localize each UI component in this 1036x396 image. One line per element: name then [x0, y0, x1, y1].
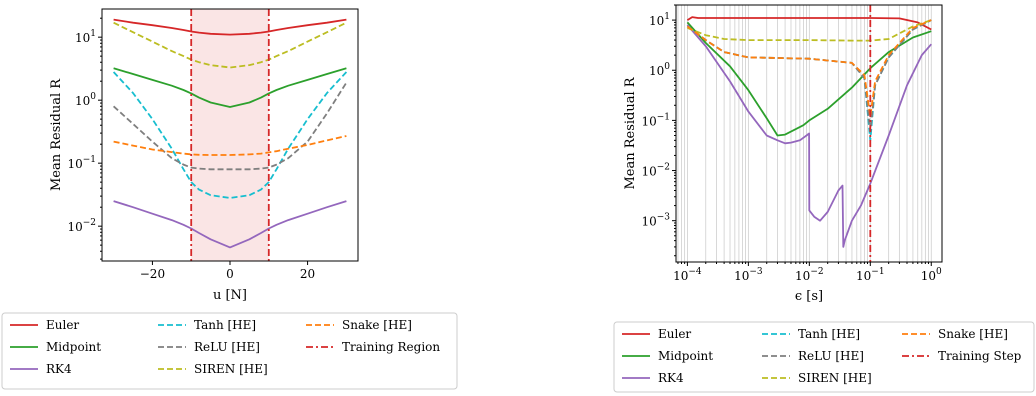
y-tick-label-base: 10: [75, 31, 90, 45]
x-tick-label-base: 10: [673, 269, 688, 283]
x-tick-label: −20: [140, 267, 165, 281]
x-tick-label-exponent: −1: [871, 267, 884, 277]
legend-label: Training Region: [342, 340, 440, 354]
training-region-shade: [191, 9, 269, 261]
legend-label: ReLU [HE]: [194, 340, 260, 354]
y-tick-label: 10−1: [67, 155, 96, 171]
legend-box: [613, 321, 1035, 393]
legend-label: Euler: [46, 318, 79, 332]
x-tick-label-exponent: −2: [810, 267, 823, 277]
series-line-midpoint: [686, 21, 932, 137]
x-tick-label: 10−4: [673, 267, 702, 283]
y-axis-label: Mean Residual R: [49, 78, 64, 191]
y-axis-label: Mean Residual R: [623, 76, 638, 189]
x-axis-label: u [N]: [213, 288, 247, 303]
legend-label: Midpoint: [658, 349, 713, 363]
legend-box: [1, 312, 458, 390]
series-line-siren-he: [113, 21, 347, 69]
grid: [677, 5, 932, 262]
series-line-snake-he: [113, 135, 347, 156]
series-line-midpoint: [113, 67, 347, 108]
legend-label: Euler: [658, 327, 691, 341]
legend-label: Snake [HE]: [938, 327, 1008, 341]
series-line-snake-he: [686, 19, 932, 118]
y-tick-label-base: 10: [67, 220, 82, 234]
legend-label: Tanh [HE]: [194, 318, 256, 332]
series-line-rk4: [686, 24, 932, 248]
y-tick-label: 101: [649, 12, 670, 28]
y-tick-label-exponent: −1: [657, 112, 670, 122]
legend-label: SIREN [HE]: [798, 371, 872, 385]
x-tick-label-exponent: −3: [749, 267, 763, 277]
legend-label: Tanh [HE]: [798, 327, 860, 341]
series-line-euler: [113, 18, 347, 36]
y-tick-label-base: 10: [649, 14, 664, 28]
y-tick-label-base: 10: [67, 157, 82, 171]
legend-label: SIREN [HE]: [194, 362, 268, 376]
x-tick-label-base: 10: [734, 269, 749, 283]
series-line-euler: [686, 16, 932, 31]
x-tick-label: 10−1: [856, 267, 885, 283]
x-tick-label: 100: [921, 267, 942, 283]
y-tick-label-exponent: 0: [90, 92, 96, 102]
x-tick-label: 0: [226, 267, 234, 281]
series-group: [686, 16, 932, 248]
y-tick-label-exponent: 0: [664, 62, 670, 72]
series-line-relu-he: [112, 82, 348, 171]
y-tick-label-exponent: 1: [90, 29, 96, 39]
x-tick-label: 20: [300, 267, 315, 281]
y-tick-label-base: 10: [641, 114, 656, 128]
x-tick-label-exponent: 0: [936, 267, 942, 277]
legend-label: RK4: [46, 362, 72, 376]
x-axis-label: ϵ [s]: [795, 289, 823, 304]
y-tick-label: 100: [75, 92, 96, 108]
legend-label: Snake [HE]: [342, 318, 412, 332]
x-tick-label-base: 10: [795, 269, 810, 283]
y-tick-label-exponent: −2: [83, 218, 96, 228]
legend-label: RK4: [658, 371, 684, 385]
y-tick-label-exponent: 1: [664, 12, 670, 22]
y-tick-label: 10−1: [641, 112, 670, 128]
series-line-rk4: [113, 200, 347, 249]
y-tick-label: 100: [649, 62, 670, 78]
x-tick-label-base: 10: [856, 269, 871, 283]
y-tick-label-exponent: −3: [657, 213, 671, 223]
legend-label: Training Step: [938, 349, 1022, 363]
y-tick-label-base: 10: [641, 215, 656, 229]
legend-label: Midpoint: [46, 340, 101, 354]
x-tick-label: 10−2: [795, 267, 824, 283]
y-tick-label: 10−2: [67, 218, 96, 234]
y-tick-label: 10−3: [641, 213, 670, 229]
y-tick-label-base: 10: [649, 64, 664, 78]
x-tick-label-exponent: −4: [688, 267, 702, 277]
y-tick-label: 101: [75, 29, 96, 45]
series-line-siren-he: [687, 19, 932, 42]
series-line-tanh-he: [112, 71, 348, 199]
y-tick-label: 10−2: [641, 163, 670, 179]
series-group: [112, 18, 348, 249]
y-tick-label-base: 10: [641, 165, 656, 179]
y-tick-label-base: 10: [75, 94, 90, 108]
y-tick-label-exponent: −2: [657, 163, 670, 173]
x-tick-label: 10−3: [734, 267, 763, 283]
x-tick-label-base: 10: [921, 269, 936, 283]
legend-label: ReLU [HE]: [798, 349, 864, 363]
y-tick-label-exponent: −1: [83, 155, 96, 165]
